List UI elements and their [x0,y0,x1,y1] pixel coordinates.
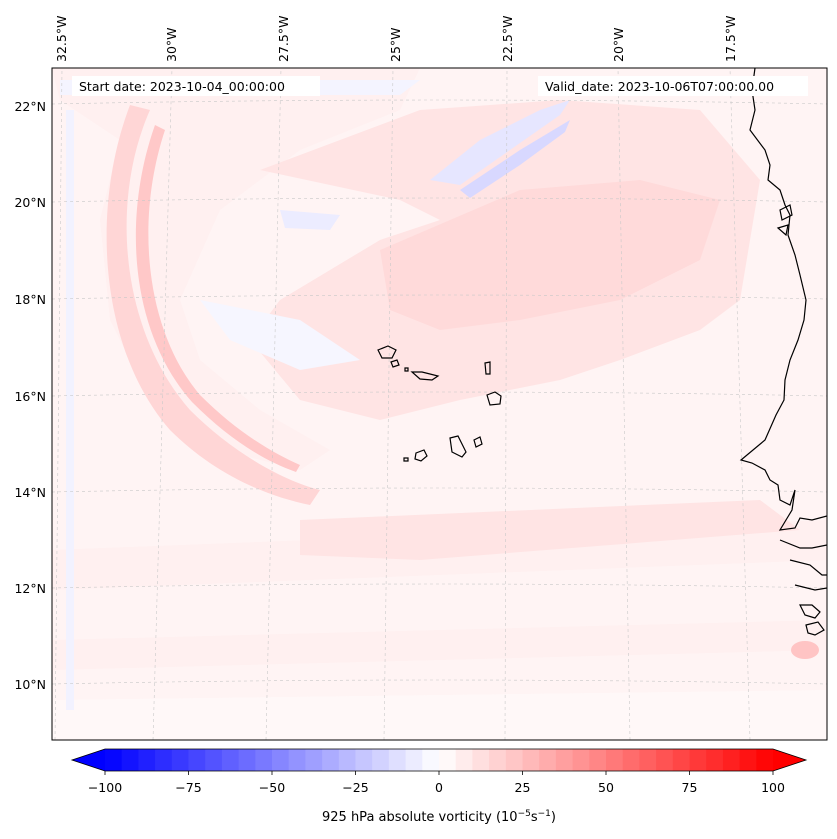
lon-label: 32.5°W [54,16,69,62]
colorbar-segment [455,749,473,771]
colorbar-segment [722,749,740,771]
colorbar-segment [272,749,290,771]
lat-label: 16°N [14,389,46,404]
lat-label: 22°N [14,99,46,114]
lon-label: 27.5°W [276,16,291,62]
island-santiago [449,435,467,458]
colorbar-label-exp2: −1 [538,809,551,819]
colorbar-segment [388,749,406,771]
island-sao-nicolau [410,371,440,381]
lat-label: 20°N [14,195,46,210]
colorbar-segment [372,749,390,771]
lat-label: 14°N [14,485,46,500]
colorbar-tick-label: −25 [342,780,368,795]
colorbar-segment [606,749,624,771]
colorbar-tick-label: 75 [682,780,698,795]
lon-label: 22.5°W [500,16,515,62]
colorbar-segment [472,749,490,771]
colorbar-segment [489,749,507,771]
colorbar: −100 −75 −50 −25 0 25 50 75 100 925 hPa … [70,748,808,825]
colorbar-segment [756,749,774,771]
colorbar-max-extend [773,749,806,771]
longitude-labels: 32.5°W 30°W 27.5°W 25°W 22.5°W 20°W 17.5… [54,16,738,62]
colorbar-segment [155,749,173,771]
colorbar-segment [505,749,523,771]
colorbar-segment [121,749,139,771]
colorbar-segment [689,749,707,771]
island-sao-vicente [390,359,400,368]
colorbar-label-mid: s [531,810,538,825]
colorbar-segment [555,749,573,771]
colorbar-segment [706,749,724,771]
colorbar-segments [105,749,774,771]
colorbar-segment [255,749,273,771]
island-maio [473,436,483,448]
lon-label: 17.5°W [723,16,738,62]
colorbar-segment [405,749,423,771]
island-santo-antao [377,345,397,359]
island-boa-vista [486,391,502,406]
colorbar-segment [539,749,557,771]
lat-label: 10°N [14,677,46,692]
colorbar-tick-label: −75 [175,780,201,795]
colorbar-segment [138,749,156,771]
valid-date-label: Valid_date: 2023-10-06T07:00:00.00 [545,79,774,94]
colorbar-tick-label: −50 [259,780,285,795]
colorbar-segment [221,749,239,771]
island-sal [484,361,491,375]
colorbar-segment [639,749,657,771]
colorbar-label: 925 hPa absolute vorticity (10−5s−1) [322,809,556,825]
colorbar-segment [355,749,373,771]
colorbar-segment [439,749,457,771]
start-date-label: Start date: 2023-10-04_00:00:00 [79,79,285,94]
colorbar-label-prefix: 925 hPa absolute vorticity (10 [322,810,518,825]
lon-label: 30°W [164,27,179,62]
colorbar-segment [739,749,757,771]
coastlines [377,68,827,636]
colorbar-segment [338,749,356,771]
colorbar-segment [422,749,440,771]
colorbar-segment [205,749,223,771]
vorticity-field [52,68,827,740]
colorbar-segment [305,749,323,771]
map-frame [51,67,828,741]
colorbar-tick-label: 50 [598,780,614,795]
colorbar-tick-label: −100 [88,780,122,795]
valid-date-box [538,76,808,96]
island-santa-luzia [404,367,409,372]
colorbar-segment [322,749,340,771]
colorbar-segment [238,749,256,771]
colorbar-tick-labels: −100 −75 −50 −25 0 25 50 75 100 [88,780,785,795]
colorbar-segment [572,749,590,771]
island-brava [403,457,409,462]
colorbar-ticks [104,771,774,775]
colorbar-tick-label: 25 [515,780,531,795]
colorbar-segment [622,749,640,771]
colorbar-segment [105,749,123,771]
colorbar-segment [188,749,206,771]
gridlines [52,68,827,740]
colorbar-min-extend [72,749,105,771]
colorbar-segment [171,749,189,771]
island-fogo [414,449,428,462]
colorbar-tick-label: 0 [435,780,443,795]
start-date-box [72,76,320,96]
colorbar-segment [288,749,306,771]
colorbar-label-exp1: −5 [518,809,531,819]
latitude-labels: 22°N 20°N 18°N 16°N 14°N 12°N 10°N [14,99,46,692]
lat-label: 18°N [14,292,46,307]
colorbar-label-suffix: ) [551,810,556,825]
colorbar-segment [656,749,674,771]
colorbar-segment [672,749,690,771]
colorbar-segment [589,749,607,771]
colorbar-segment [522,749,540,771]
lon-label: 20°W [611,27,626,62]
colorbar-tick-label: 100 [761,780,785,795]
lon-label: 25°W [388,27,403,62]
lat-label: 12°N [14,581,46,596]
